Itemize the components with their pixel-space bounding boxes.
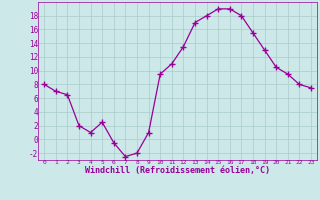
X-axis label: Windchill (Refroidissement éolien,°C): Windchill (Refroidissement éolien,°C) [85, 166, 270, 175]
